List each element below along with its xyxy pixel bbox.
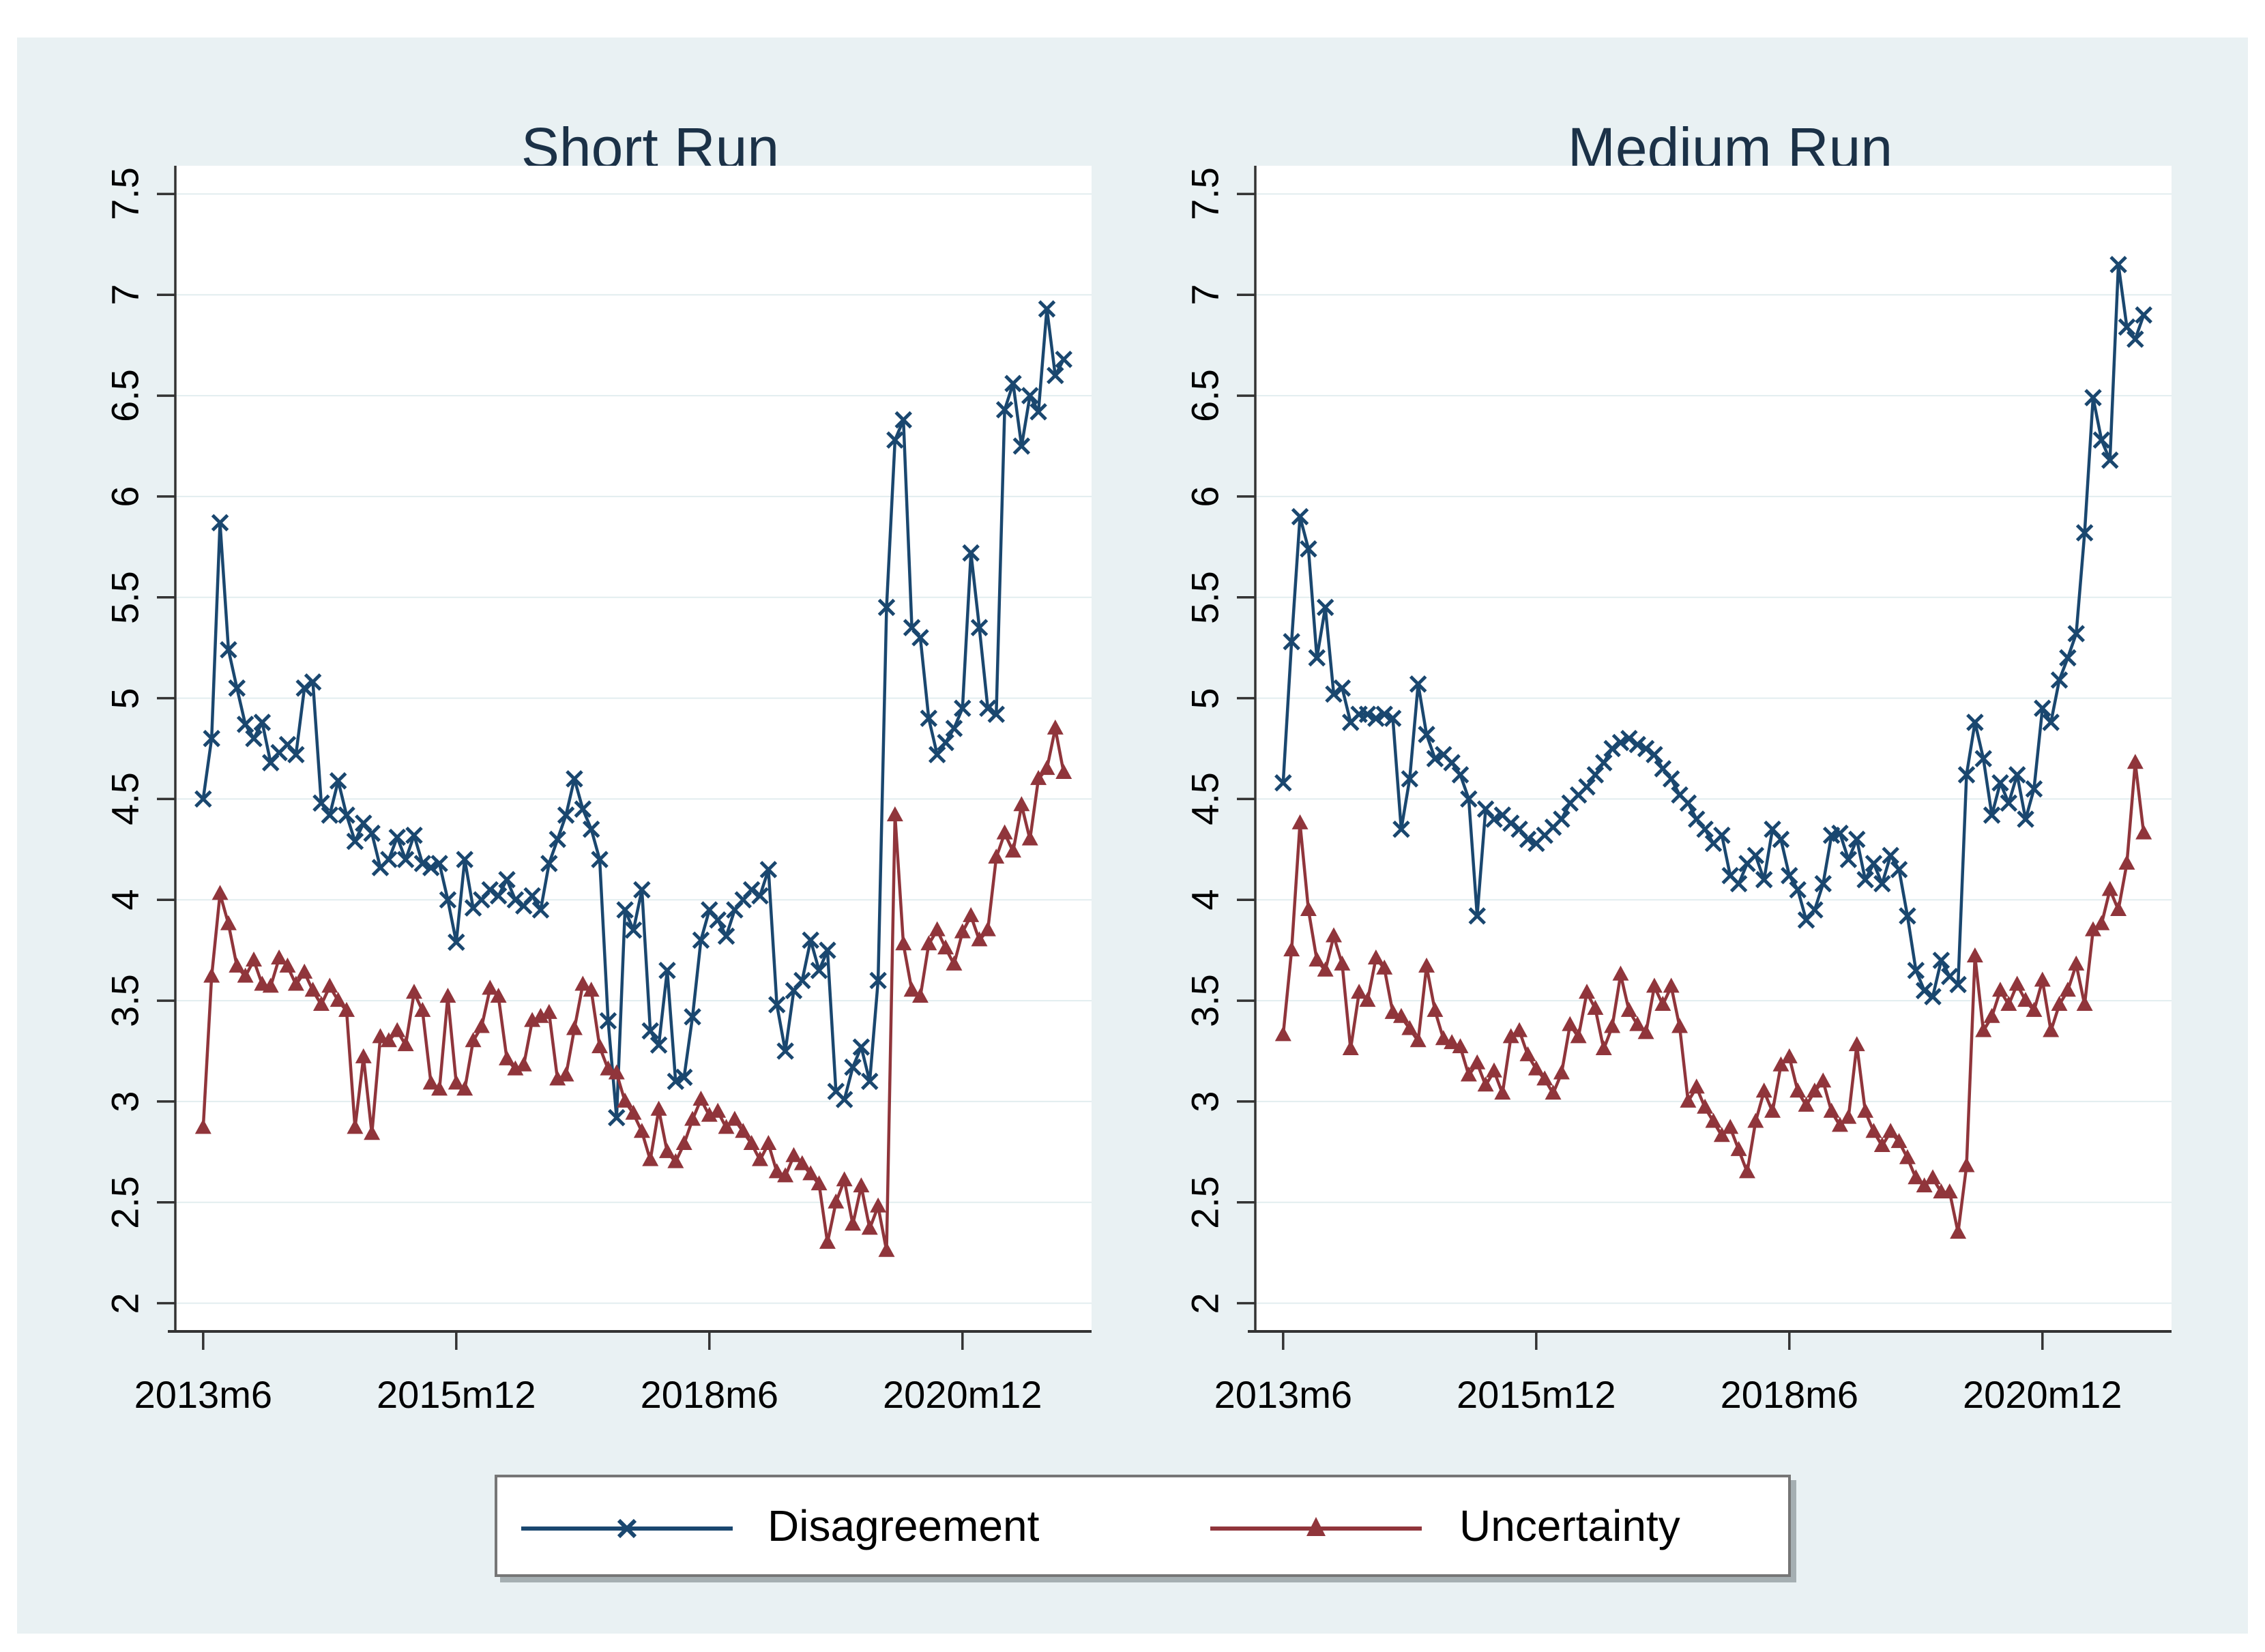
x-tick-label: 2013m6 xyxy=(1214,1373,1352,1416)
series-markers-disagreement xyxy=(194,300,1072,1127)
y-tick-label: 3 xyxy=(103,1091,147,1112)
y-tick-label: 2.5 xyxy=(1183,1175,1227,1229)
gridlines xyxy=(175,193,1092,1304)
y-tick-label: 5 xyxy=(103,688,147,709)
x-marker-icon xyxy=(617,1518,637,1539)
y-tick-label: 5.5 xyxy=(103,570,147,624)
plot-area xyxy=(175,166,1092,1331)
y-tick-label: 6.5 xyxy=(103,369,147,422)
y-tick-label: 5 xyxy=(1183,688,1227,709)
legend-label-uncertainty: Uncertainty xyxy=(1459,1501,1680,1550)
y-tick-label: 4 xyxy=(103,889,147,911)
y-tick-label: 4.5 xyxy=(1183,772,1227,826)
y-tick-label: 4.5 xyxy=(103,772,147,826)
y-tick-label: 2 xyxy=(1183,1293,1227,1314)
legend: Disagreement Uncertainty xyxy=(495,1475,1791,1577)
legend-label-disagreement: Disagreement xyxy=(768,1501,1040,1550)
y-tick-label: 2.5 xyxy=(103,1175,147,1229)
y-tick-label: 2 xyxy=(103,1293,147,1314)
series-markers-uncertainty xyxy=(194,719,1072,1257)
plot-area xyxy=(1255,166,2172,1331)
y-tick-label: 7 xyxy=(1183,284,1227,306)
y-tick-label: 4 xyxy=(1183,889,1227,911)
y-tick-label: 3 xyxy=(1183,1091,1227,1112)
y-tick-label: 5.5 xyxy=(1183,570,1227,624)
y-tick-label: 3.5 xyxy=(1183,974,1227,1028)
series-markers-uncertainty xyxy=(1274,754,2152,1239)
y-tick-label: 7.5 xyxy=(1183,167,1227,221)
x-tick-label: 2018m6 xyxy=(1720,1373,1858,1416)
x-tick-label: 2013m6 xyxy=(134,1373,272,1416)
x-tick-label: 2018m6 xyxy=(640,1373,778,1416)
y-tick-label: 7.5 xyxy=(103,167,147,221)
triangle-marker-icon xyxy=(1306,1517,1326,1536)
y-tick-label: 6 xyxy=(103,486,147,507)
y-tick-label: 3.5 xyxy=(103,974,147,1028)
x-tick-label: 2020m12 xyxy=(1963,1373,2122,1416)
y-tick-label: 6.5 xyxy=(1183,369,1227,422)
series-markers-disagreement xyxy=(1274,256,2152,1005)
y-tick-label: 7 xyxy=(103,284,147,306)
x-tick-label: 2020m12 xyxy=(883,1373,1042,1416)
x-tick-label: 2015m12 xyxy=(1457,1373,1616,1416)
x-tick-label: 2015m12 xyxy=(377,1373,536,1416)
y-tick-label: 6 xyxy=(1183,486,1227,507)
legend-sample-disagreement xyxy=(521,1518,733,1539)
gridlines xyxy=(1255,193,2172,1304)
legend-sample-uncertainty xyxy=(1210,1517,1422,1536)
